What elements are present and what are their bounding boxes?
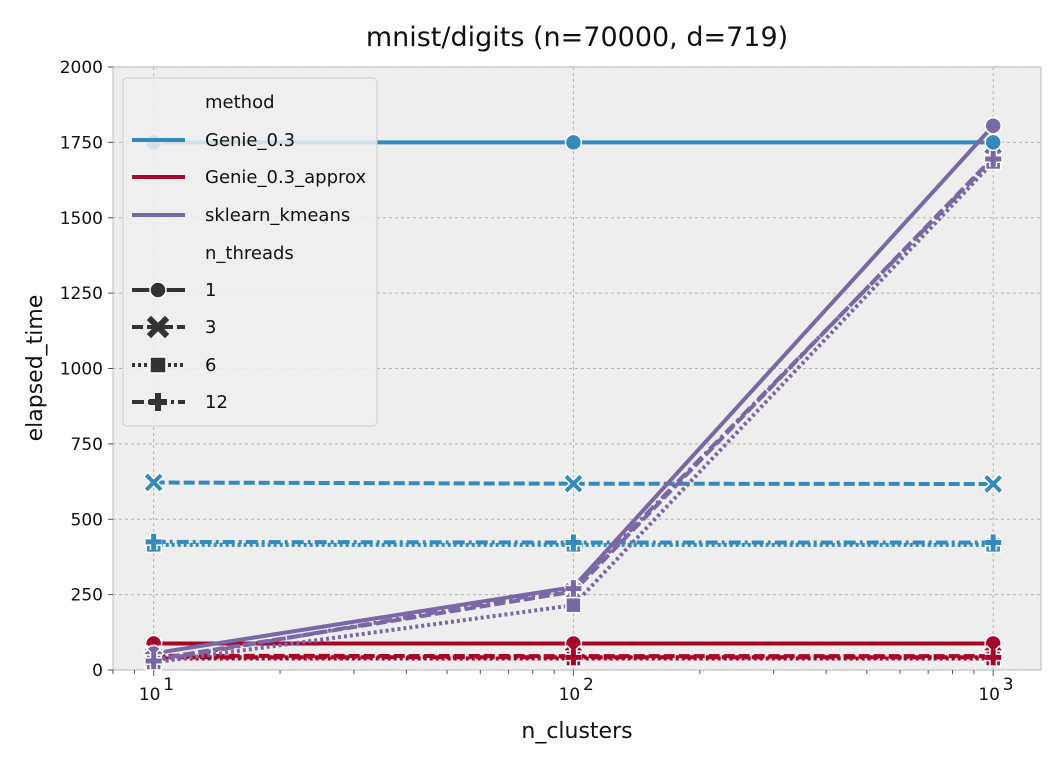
y-tick-label: 250 [71, 586, 103, 606]
series-point-glyph [564, 474, 583, 493]
y-tick-label: 0 [92, 661, 103, 681]
y-axis-ticks: 0 250 500 750 1000 1250 1500 1750 2000 [60, 58, 113, 681]
y-tick-label: 1500 [60, 209, 103, 229]
x-tick-exponent: 2 [583, 675, 594, 695]
y-tick-label: 1750 [60, 133, 103, 153]
series-point [562, 472, 585, 495]
series-point [985, 534, 1002, 551]
series-point-glyph [985, 534, 1002, 551]
legend-label-threads-6: 6 [205, 355, 216, 376]
series-point-glyph [565, 580, 582, 597]
legend-box [122, 77, 378, 427]
legend-label-threads-1: 1 [205, 280, 216, 301]
legend-label-genie: Genie_0.3 [205, 130, 295, 151]
series-line [153, 160, 995, 665]
y-axis-label: elapsed_time [23, 295, 48, 442]
series-point [142, 471, 165, 494]
legend-marker-square [149, 356, 167, 374]
chart-title: mnist/digits (n=70000, d=719) [366, 22, 788, 53]
series-point-glyph [145, 652, 162, 669]
series-point-glyph [565, 649, 582, 666]
series-point-glyph [984, 475, 1003, 493]
legend-label-threads-3: 3 [205, 317, 216, 338]
legend-label-genie-approx: Genie_0.3_approx [205, 167, 366, 188]
legend-marker-circle [149, 281, 167, 299]
series-point [145, 652, 162, 669]
legend-style-title: n_threads [205, 243, 294, 264]
series-point-glyph [985, 649, 1002, 666]
series-point [982, 473, 1005, 495]
x-tick-label: 10 [139, 685, 161, 705]
legend-hue-title: method [205, 92, 275, 113]
x-axis-ticks: 10 1 10 2 10 3 [112, 670, 1014, 705]
legend-marker-x [146, 315, 170, 339]
y-tick-label: 1250 [60, 284, 103, 304]
y-tick-label: 1000 [60, 360, 103, 380]
series-point [565, 596, 582, 614]
series-point [145, 533, 162, 550]
legend-marker-plus [149, 393, 167, 411]
series-point-glyph [565, 534, 582, 551]
legend-label-threads-12: 12 [205, 392, 228, 413]
x-tick-label: 10 [978, 685, 1000, 705]
series-point-glyph [144, 473, 163, 492]
series-point [984, 117, 1002, 135]
series-line [153, 480, 994, 486]
y-tick-label: 2000 [60, 58, 103, 78]
series-point-glyph [985, 150, 1002, 167]
series-point-glyph [145, 533, 162, 550]
legend-label-sklearn: sklearn_kmeans [205, 205, 350, 226]
x-tick-exponent: 3 [1003, 675, 1014, 695]
y-tick-label: 750 [71, 435, 103, 455]
series-point [565, 580, 582, 597]
series-point [565, 649, 582, 666]
x-tick-label: 10 [559, 685, 581, 705]
series-point [985, 150, 1002, 167]
y-tick-label: 500 [71, 510, 103, 530]
series-point [564, 133, 583, 152]
series-point [985, 649, 1002, 666]
legend: method Genie_0.3 Genie_0.3_approx sklear… [122, 77, 378, 427]
series-point [565, 534, 582, 551]
x-tick-exponent: 1 [163, 675, 174, 695]
x-axis-label: n_clusters [521, 719, 632, 744]
series-markers [142, 117, 1005, 671]
